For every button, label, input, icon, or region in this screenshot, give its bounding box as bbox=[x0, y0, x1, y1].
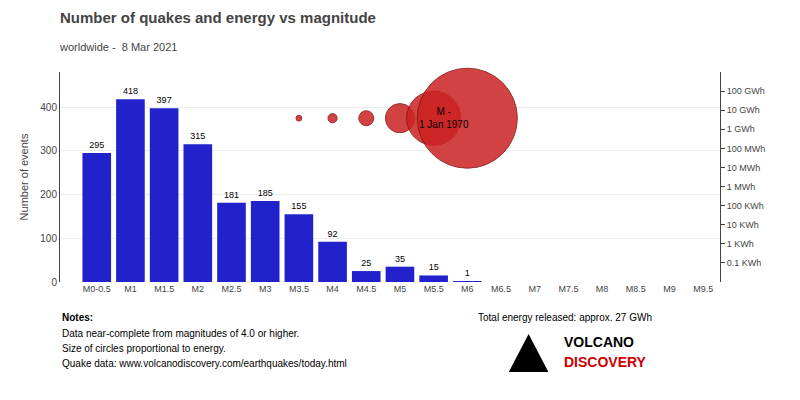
svg-text:92: 92 bbox=[328, 229, 338, 239]
svg-text:185: 185 bbox=[258, 188, 273, 198]
svg-text:M8: M8 bbox=[596, 284, 609, 294]
svg-text:181: 181 bbox=[224, 190, 239, 200]
svg-text:M7: M7 bbox=[528, 284, 541, 294]
svg-text:Total energy released: approx.: Total energy released: approx. 27 GWh bbox=[478, 312, 652, 323]
svg-text:35: 35 bbox=[395, 254, 405, 264]
svg-text:Notes:: Notes: bbox=[62, 312, 93, 323]
svg-text:Number of quakes and energy vs: Number of quakes and energy vs magnitude bbox=[60, 9, 376, 26]
svg-text:155: 155 bbox=[291, 201, 306, 211]
svg-text:0.1 KWh: 0.1 KWh bbox=[727, 258, 762, 268]
svg-text:418: 418 bbox=[123, 86, 138, 96]
svg-text:Size of circles proportional t: Size of circles proportional to energy. bbox=[62, 343, 226, 354]
svg-text:0: 0 bbox=[51, 277, 57, 288]
svg-text:1 MWh: 1 MWh bbox=[727, 182, 756, 192]
svg-text:100 KWh: 100 KWh bbox=[727, 201, 764, 211]
svg-text:300: 300 bbox=[40, 145, 57, 156]
svg-text:M9.5: M9.5 bbox=[693, 284, 713, 294]
svg-text:M8.5: M8.5 bbox=[626, 284, 646, 294]
svg-text:10 KWh: 10 KWh bbox=[727, 220, 759, 230]
svg-text:M1.5: M1.5 bbox=[154, 284, 174, 294]
svg-text:M2.5: M2.5 bbox=[222, 284, 242, 294]
svg-text:15: 15 bbox=[429, 262, 439, 272]
svg-text:100 GWh: 100 GWh bbox=[727, 86, 765, 96]
svg-text:200: 200 bbox=[40, 189, 57, 200]
svg-text:400: 400 bbox=[40, 102, 57, 113]
svg-text:Number of events: Number of events bbox=[18, 133, 30, 220]
svg-text:M0-0.5: M0-0.5 bbox=[83, 284, 111, 294]
svg-text:M5.5: M5.5 bbox=[424, 284, 444, 294]
svg-text:1 GWh: 1 GWh bbox=[727, 124, 755, 134]
svg-text:VOLCANO: VOLCANO bbox=[564, 334, 634, 350]
svg-text:Quake data: www.volcanodiscove: Quake data: www.volcanodiscovery.com/ear… bbox=[62, 358, 347, 369]
svg-text:M6.5: M6.5 bbox=[491, 284, 511, 294]
svg-text:1: 1 bbox=[465, 268, 470, 278]
svg-text:10 GWh: 10 GWh bbox=[727, 105, 760, 115]
svg-text:M9: M9 bbox=[663, 284, 676, 294]
svg-text:100: 100 bbox=[40, 233, 57, 244]
svg-text:100 MWh: 100 MWh bbox=[727, 144, 766, 154]
svg-text:315: 315 bbox=[190, 131, 205, 141]
svg-text:M4: M4 bbox=[326, 284, 339, 294]
svg-text:M3: M3 bbox=[259, 284, 272, 294]
svg-text:M5: M5 bbox=[394, 284, 407, 294]
svg-text:295: 295 bbox=[89, 140, 104, 150]
svg-text:25: 25 bbox=[361, 258, 371, 268]
svg-text:M7.5: M7.5 bbox=[558, 284, 578, 294]
svg-text:1 KWh: 1 KWh bbox=[727, 239, 754, 249]
svg-text:M1: M1 bbox=[124, 284, 137, 294]
svg-text:DISCOVERY: DISCOVERY bbox=[564, 354, 647, 370]
svg-text:M4.5: M4.5 bbox=[356, 284, 376, 294]
svg-text:M6: M6 bbox=[461, 284, 474, 294]
svg-text:397: 397 bbox=[157, 95, 172, 105]
svg-text:Data near-complete from magnit: Data near-complete from magnitudes of 4.… bbox=[62, 328, 299, 339]
svg-text:M -1 Jan 1970: M -1 Jan 1970 bbox=[419, 106, 469, 130]
svg-text:worldwide - 8 Mar 2021: worldwide - 8 Mar 2021 bbox=[59, 41, 177, 53]
svg-text:10 MWh: 10 MWh bbox=[727, 163, 761, 173]
svg-text:M3.5: M3.5 bbox=[289, 284, 309, 294]
svg-text:M2: M2 bbox=[192, 284, 205, 294]
